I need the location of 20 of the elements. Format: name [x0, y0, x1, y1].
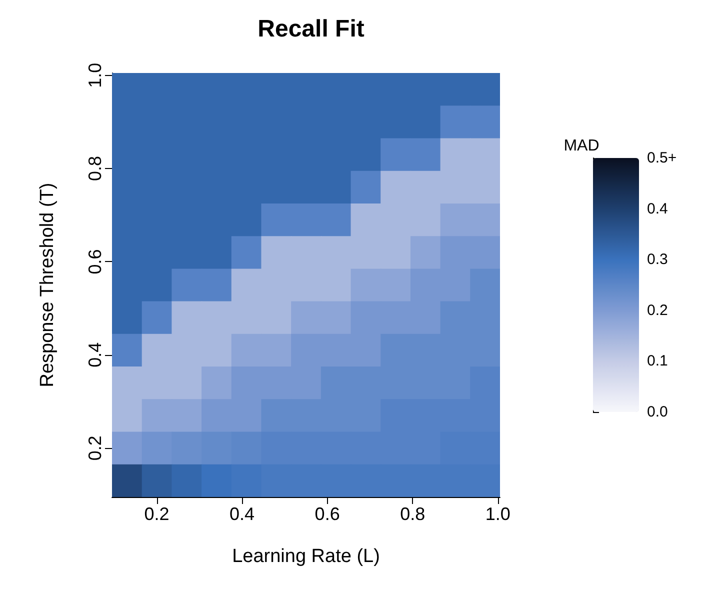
- y-tick-label: 0.4: [85, 342, 105, 368]
- color-bar-label: 0.4: [647, 200, 668, 218]
- chart-title: Recall Fit: [258, 16, 364, 42]
- y-tick-label: 0.2: [85, 436, 105, 461]
- x-axis-title: Learning Rate (L): [232, 546, 380, 567]
- x-tick-label: 0.4: [230, 504, 255, 524]
- y-tick-label: 0.6: [85, 249, 105, 274]
- color-bar-label: 0.5+: [647, 150, 677, 166]
- x-tick-label: 0.8: [400, 504, 426, 524]
- y-tick-label: 1.0: [85, 62, 105, 88]
- color-bar-label: 0.2: [647, 302, 668, 319]
- y-axis-title: Response Threshold (T): [37, 182, 58, 388]
- x-tick-label: 1.0: [485, 504, 510, 524]
- y-tick-label: 0.8: [85, 156, 105, 182]
- x-tick-label: 0.6: [314, 504, 340, 524]
- color-bar-title: MAD: [564, 138, 600, 154]
- color-bar-label: 0.3: [647, 251, 668, 268]
- x-tick-label: 0.2: [144, 504, 170, 524]
- color-bar-label: 0.0: [647, 404, 668, 420]
- color-bar-label: 0.1: [647, 352, 668, 370]
